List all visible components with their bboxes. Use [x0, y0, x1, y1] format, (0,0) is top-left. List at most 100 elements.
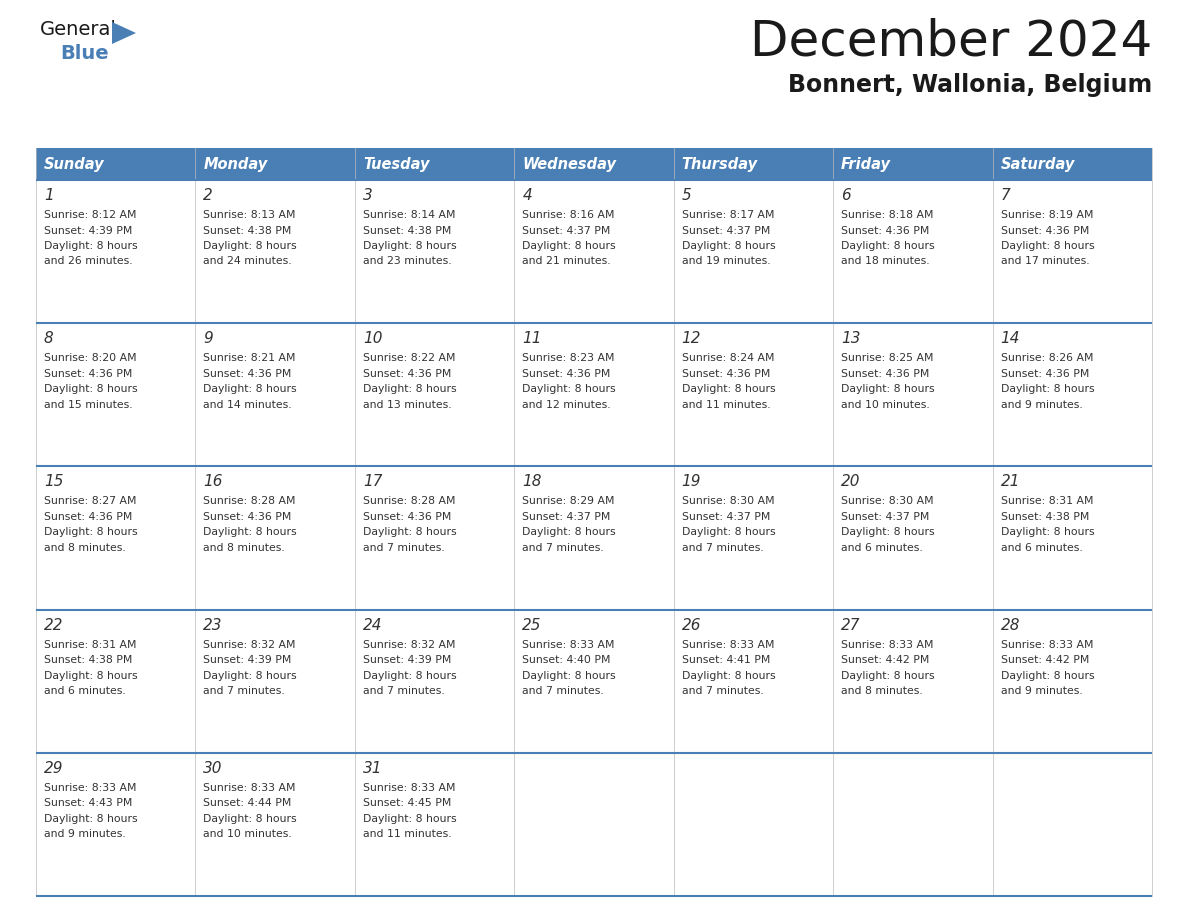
Text: Saturday: Saturday: [1000, 156, 1075, 172]
Bar: [674, 180, 833, 323]
Text: and 19 minutes.: and 19 minutes.: [682, 256, 770, 266]
Text: Daylight: 8 hours: Daylight: 8 hours: [523, 385, 615, 394]
Text: Sunset: 4:38 PM: Sunset: 4:38 PM: [1000, 512, 1089, 522]
Text: 12: 12: [682, 331, 701, 346]
Text: Daylight: 8 hours: Daylight: 8 hours: [362, 385, 456, 394]
Bar: [674, 466, 833, 610]
Text: Sunset: 4:38 PM: Sunset: 4:38 PM: [362, 226, 451, 236]
Text: and 7 minutes.: and 7 minutes.: [682, 543, 764, 553]
Text: 7: 7: [1000, 188, 1010, 203]
Bar: [355, 323, 514, 466]
Text: Sunset: 4:42 PM: Sunset: 4:42 PM: [1000, 655, 1089, 666]
Bar: [36, 610, 196, 753]
Text: Sunrise: 8:29 AM: Sunrise: 8:29 AM: [523, 497, 614, 507]
Text: Daylight: 8 hours: Daylight: 8 hours: [682, 241, 776, 251]
Text: 3: 3: [362, 188, 373, 203]
Text: Sunrise: 8:22 AM: Sunrise: 8:22 AM: [362, 353, 455, 364]
Text: and 9 minutes.: and 9 minutes.: [1000, 399, 1082, 409]
Text: and 7 minutes.: and 7 minutes.: [362, 543, 444, 553]
Text: Sunset: 4:36 PM: Sunset: 4:36 PM: [523, 369, 611, 379]
Text: and 6 minutes.: and 6 minutes.: [841, 543, 923, 553]
Text: 5: 5: [682, 188, 691, 203]
Text: 11: 11: [523, 331, 542, 346]
Bar: [992, 610, 1152, 753]
Text: Sunrise: 8:33 AM: Sunrise: 8:33 AM: [682, 640, 775, 650]
Text: Blue: Blue: [61, 44, 108, 63]
Bar: [992, 323, 1152, 466]
Text: 1: 1: [44, 188, 53, 203]
Text: and 7 minutes.: and 7 minutes.: [682, 686, 764, 696]
Text: Daylight: 8 hours: Daylight: 8 hours: [1000, 528, 1094, 537]
Text: Sunrise: 8:19 AM: Sunrise: 8:19 AM: [1000, 210, 1093, 220]
Text: Sunset: 4:44 PM: Sunset: 4:44 PM: [203, 799, 292, 809]
Text: Daylight: 8 hours: Daylight: 8 hours: [44, 241, 138, 251]
Text: Daylight: 8 hours: Daylight: 8 hours: [203, 528, 297, 537]
Bar: [833, 753, 992, 896]
Text: and 8 minutes.: and 8 minutes.: [44, 543, 126, 553]
Text: 13: 13: [841, 331, 860, 346]
Text: 26: 26: [682, 618, 701, 633]
Text: Sunrise: 8:12 AM: Sunrise: 8:12 AM: [44, 210, 137, 220]
Text: Sunset: 4:41 PM: Sunset: 4:41 PM: [682, 655, 770, 666]
Text: Daylight: 8 hours: Daylight: 8 hours: [203, 671, 297, 680]
Text: 21: 21: [1000, 475, 1020, 489]
Text: and 8 minutes.: and 8 minutes.: [203, 543, 285, 553]
Text: Sunset: 4:37 PM: Sunset: 4:37 PM: [682, 512, 770, 522]
Bar: [833, 466, 992, 610]
Text: 31: 31: [362, 761, 383, 776]
Bar: [674, 610, 833, 753]
Text: Sunset: 4:36 PM: Sunset: 4:36 PM: [44, 512, 132, 522]
Text: Tuesday: Tuesday: [362, 156, 429, 172]
Text: 20: 20: [841, 475, 860, 489]
Text: Daylight: 8 hours: Daylight: 8 hours: [523, 528, 615, 537]
Text: Sunrise: 8:17 AM: Sunrise: 8:17 AM: [682, 210, 775, 220]
Bar: [196, 753, 355, 896]
Text: Daylight: 8 hours: Daylight: 8 hours: [362, 813, 456, 823]
Text: Monday: Monday: [203, 156, 267, 172]
Text: Sunrise: 8:33 AM: Sunrise: 8:33 AM: [203, 783, 296, 793]
Text: Sunrise: 8:30 AM: Sunrise: 8:30 AM: [682, 497, 775, 507]
Text: 17: 17: [362, 475, 383, 489]
Bar: [992, 148, 1152, 180]
Text: Daylight: 8 hours: Daylight: 8 hours: [44, 385, 138, 394]
Text: Sunrise: 8:13 AM: Sunrise: 8:13 AM: [203, 210, 296, 220]
Text: Daylight: 8 hours: Daylight: 8 hours: [841, 241, 935, 251]
Text: Wednesday: Wednesday: [523, 156, 617, 172]
Text: 14: 14: [1000, 331, 1020, 346]
Text: and 15 minutes.: and 15 minutes.: [44, 399, 133, 409]
Text: Sunrise: 8:28 AM: Sunrise: 8:28 AM: [203, 497, 296, 507]
Text: and 7 minutes.: and 7 minutes.: [203, 686, 285, 696]
Text: Sunset: 4:37 PM: Sunset: 4:37 PM: [682, 226, 770, 236]
Bar: [514, 180, 674, 323]
Text: and 7 minutes.: and 7 minutes.: [523, 543, 604, 553]
Text: Daylight: 8 hours: Daylight: 8 hours: [1000, 241, 1094, 251]
Text: Sunrise: 8:33 AM: Sunrise: 8:33 AM: [1000, 640, 1093, 650]
Text: Sunset: 4:36 PM: Sunset: 4:36 PM: [362, 512, 451, 522]
Text: Sunset: 4:42 PM: Sunset: 4:42 PM: [841, 655, 929, 666]
Text: Daylight: 8 hours: Daylight: 8 hours: [362, 671, 456, 680]
Bar: [514, 610, 674, 753]
Bar: [196, 610, 355, 753]
Text: Sunrise: 8:32 AM: Sunrise: 8:32 AM: [362, 640, 455, 650]
Text: 6: 6: [841, 188, 851, 203]
Text: Sunday: Sunday: [44, 156, 105, 172]
Text: Sunrise: 8:31 AM: Sunrise: 8:31 AM: [44, 640, 137, 650]
Text: Sunrise: 8:16 AM: Sunrise: 8:16 AM: [523, 210, 614, 220]
Text: Daylight: 8 hours: Daylight: 8 hours: [362, 528, 456, 537]
Bar: [992, 753, 1152, 896]
Text: Daylight: 8 hours: Daylight: 8 hours: [682, 528, 776, 537]
Text: 27: 27: [841, 618, 860, 633]
Text: Sunset: 4:36 PM: Sunset: 4:36 PM: [841, 369, 929, 379]
Bar: [355, 610, 514, 753]
Text: Thursday: Thursday: [682, 156, 758, 172]
Text: Daylight: 8 hours: Daylight: 8 hours: [362, 241, 456, 251]
Text: Sunset: 4:38 PM: Sunset: 4:38 PM: [203, 226, 292, 236]
Text: Sunset: 4:39 PM: Sunset: 4:39 PM: [203, 655, 292, 666]
Text: Sunset: 4:36 PM: Sunset: 4:36 PM: [44, 369, 132, 379]
Text: Daylight: 8 hours: Daylight: 8 hours: [44, 813, 138, 823]
Text: Sunset: 4:39 PM: Sunset: 4:39 PM: [362, 655, 451, 666]
Text: Daylight: 8 hours: Daylight: 8 hours: [1000, 671, 1094, 680]
Text: Sunset: 4:38 PM: Sunset: 4:38 PM: [44, 655, 132, 666]
Text: and 8 minutes.: and 8 minutes.: [841, 686, 923, 696]
Bar: [196, 466, 355, 610]
